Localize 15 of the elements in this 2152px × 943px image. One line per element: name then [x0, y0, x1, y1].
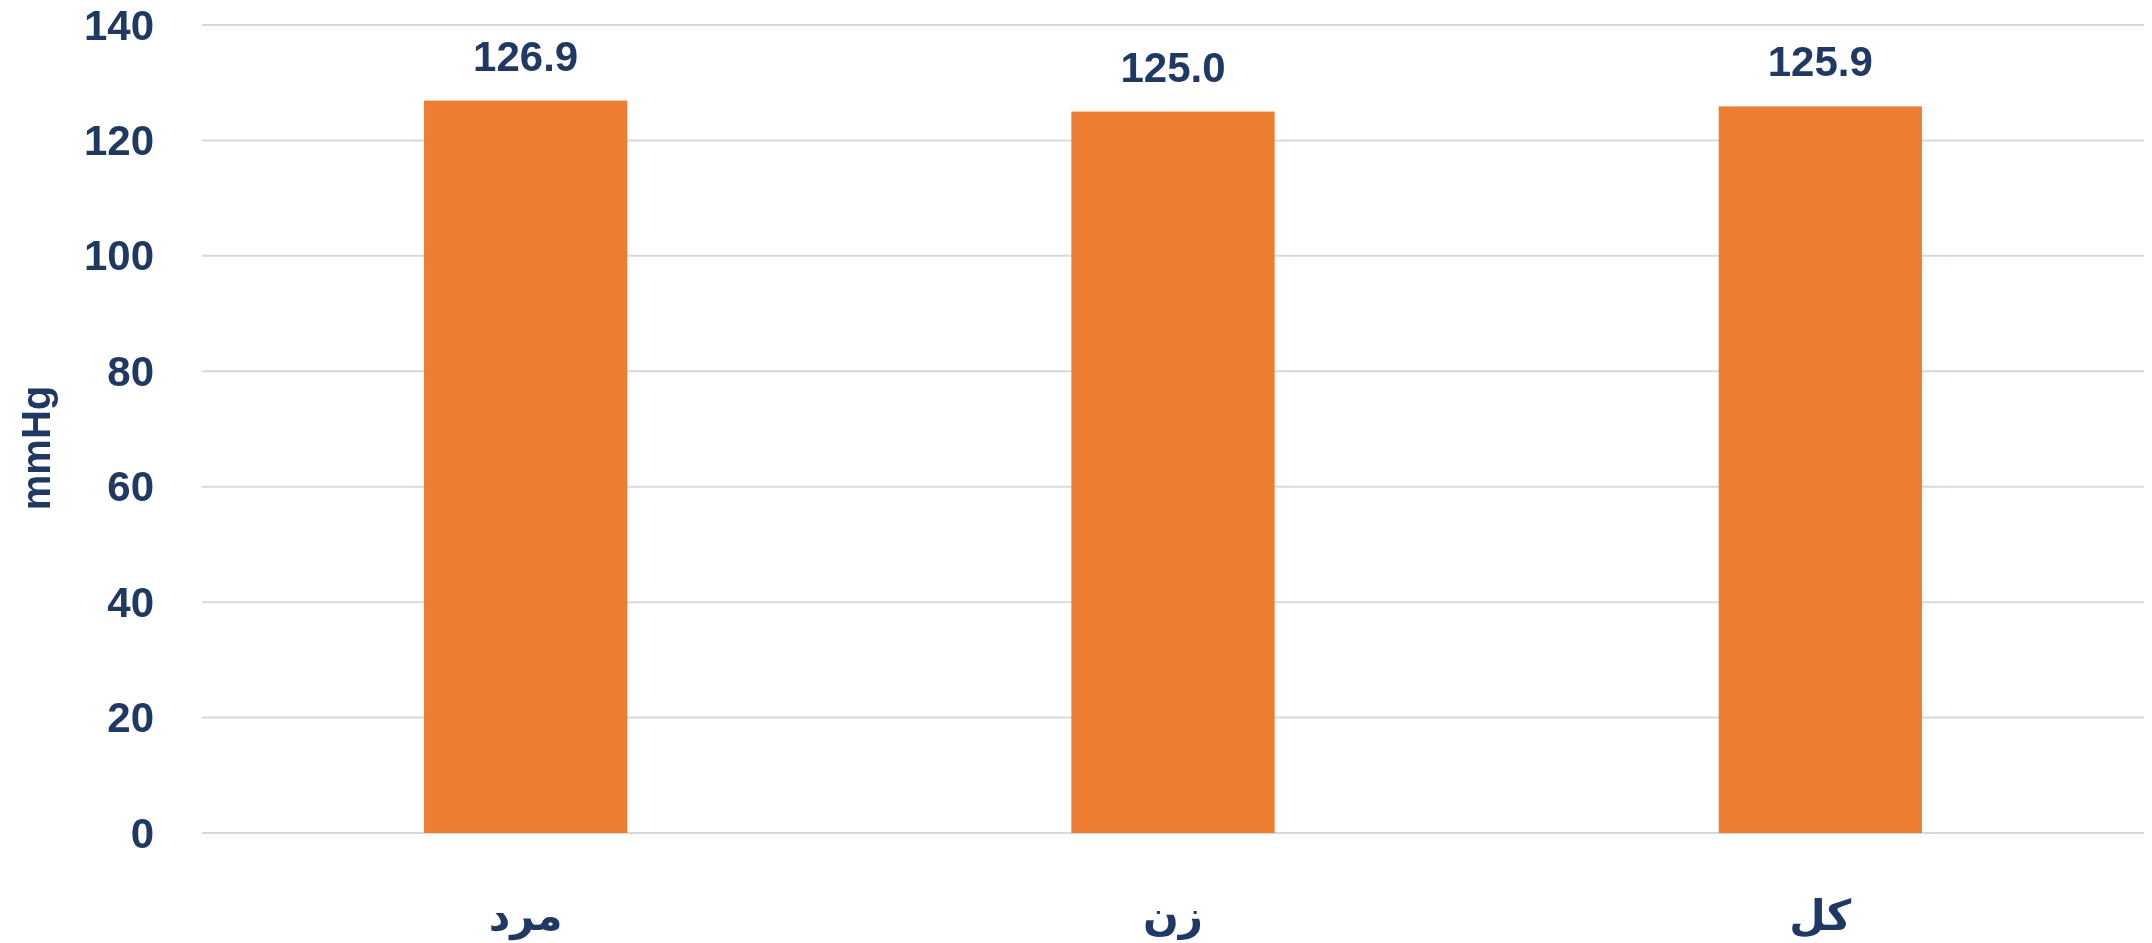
x-tick-label: مرد — [488, 890, 563, 941]
y-tick-label: 40 — [107, 578, 154, 626]
data-label: 125.9 — [1767, 38, 1873, 86]
y-tick-label: 100 — [83, 232, 154, 280]
data-label: 126.9 — [473, 32, 579, 80]
y-tick-label: 0 — [130, 809, 154, 857]
y-tick-label: 60 — [107, 463, 154, 511]
y-tick-label: 20 — [107, 694, 154, 742]
y-tick-label: 120 — [83, 116, 154, 164]
data-label: 125.0 — [1120, 43, 1226, 91]
x-tick-label: زن — [1142, 890, 1204, 940]
y-tick-label: 140 — [83, 1, 154, 49]
x-tick-label: کل — [1789, 890, 1852, 940]
y-axis-title: mmHg — [14, 385, 58, 511]
y-tick-label: 80 — [107, 347, 154, 395]
